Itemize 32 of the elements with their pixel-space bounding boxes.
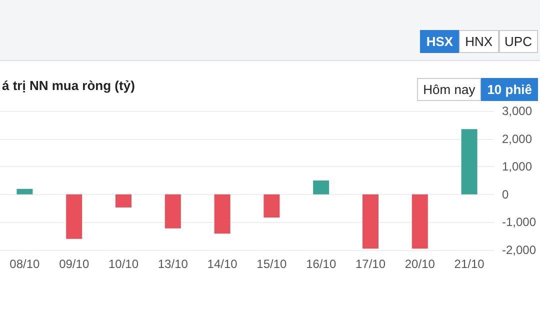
y-tick-label: -1,000: [502, 215, 536, 230]
text: HSX: [420, 30, 460, 53]
y-tick-label: 1,000: [502, 160, 532, 174]
x-tick-label: 15/10: [256, 257, 288, 271]
bar: [461, 129, 478, 194]
bar: [214, 194, 230, 234]
x-tick-label: 20/10: [404, 257, 436, 271]
x-tick-label: 08/10: [10, 257, 40, 271]
y-tick-label: 0: [502, 187, 509, 202]
x-tick-label: 14/10: [207, 257, 238, 271]
x-tick-label: 21/10: [454, 257, 485, 271]
text: HNX: [459, 30, 499, 53]
y-tick-label: 3,000: [502, 104, 532, 118]
y-tick-label: 2,000: [502, 132, 532, 146]
bar: [412, 194, 428, 249]
text: 10 phiê: [481, 78, 538, 101]
bar: [66, 194, 82, 239]
x-tick-label: 17/10: [355, 257, 386, 271]
x-tick-label: 13/10: [158, 257, 188, 271]
x-tick-label: 09/10: [59, 257, 90, 271]
bar: [164, 194, 181, 228]
bar: [264, 194, 280, 218]
text: Hôm nay: [417, 78, 482, 101]
x-tick-label: 16/10: [306, 257, 336, 271]
x-tick-label: 10/10: [108, 257, 139, 271]
bar: [313, 180, 330, 194]
text: UPC: [498, 30, 538, 53]
chart-title: á trị NN mua ròng (tỷ): [2, 78, 135, 93]
y-tick-label: -2,000: [502, 243, 536, 257]
bar: [116, 194, 132, 208]
bar: [16, 188, 33, 194]
bar: [362, 194, 378, 249]
